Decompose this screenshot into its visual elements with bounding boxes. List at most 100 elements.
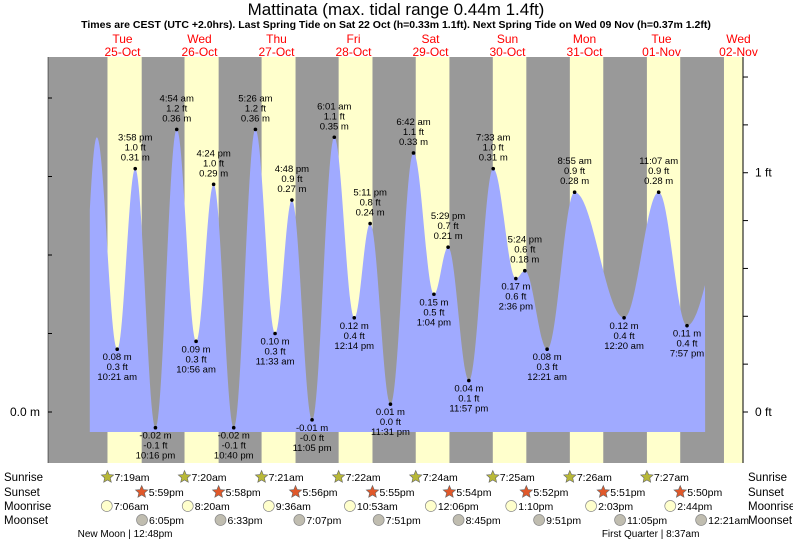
sunset-time: 5:51pm — [610, 487, 645, 499]
low-tide-label: 0.3 ft — [264, 347, 285, 358]
sunrise-star-icon — [100, 469, 115, 483]
extreme-point — [545, 347, 549, 352]
low-tide-label: 12:14 pm — [334, 341, 374, 352]
extreme-point — [211, 182, 216, 187]
low-tide-label: 0.08 m — [103, 352, 132, 363]
high-tide-label: 0.9 ft — [648, 166, 669, 177]
extreme-point — [572, 190, 577, 194]
sunrise-star-icon — [177, 469, 192, 483]
moonrise-time: 1:10pm — [518, 501, 553, 513]
sunrise-star-icon — [254, 469, 269, 483]
moonrise-moon-icon — [505, 500, 518, 512]
tide-area — [89, 129, 706, 432]
day-name-label: Tue — [112, 32, 133, 46]
moonrise-moon-icon — [181, 500, 194, 512]
low-tide-label: 0.3 ft — [537, 362, 558, 373]
right-margin — [743, 57, 793, 463]
day-name-label: Wed — [726, 32, 750, 46]
low-tide-label: 0.4 ft — [614, 331, 635, 342]
moonrise-moon-icon — [424, 500, 437, 512]
moonset-moon-icon — [452, 514, 465, 526]
extreme-point — [153, 425, 158, 430]
moonset-time: 8:45pm — [466, 515, 501, 527]
extreme-point — [622, 316, 626, 320]
high-tide-label: 6:42 am — [396, 117, 430, 128]
high-tide-label: 0.21 m — [434, 231, 463, 242]
high-tide-label: 0.28 m — [560, 176, 589, 187]
day-date-label: 29-Oct — [412, 45, 449, 59]
high-tide-label: 4:24 pm — [196, 148, 230, 159]
moonset-time: 11:05pm — [627, 515, 667, 527]
extreme-point — [253, 127, 258, 132]
moonset-row-label-right: Moonset — [748, 515, 793, 527]
high-tide-label: 0.31 m — [121, 153, 150, 164]
low-tide-label: 0.09 m — [182, 344, 211, 355]
sunrise-star-icon — [331, 469, 346, 483]
high-tide-label: 0.29 m — [199, 168, 228, 179]
low-tide-label: 12:20 am — [604, 341, 644, 352]
high-tide-label: 4:54 am — [160, 93, 194, 104]
moonset-time: 7:07pm — [306, 515, 341, 527]
sunrise-row-label: Sunrise — [4, 472, 43, 484]
low-tide-label: 1:04 pm — [417, 317, 451, 328]
extreme-point — [231, 425, 236, 430]
low-tide-label: 11:57 pm — [449, 404, 488, 415]
extreme-point — [194, 339, 198, 344]
moonrise-moon-icon — [585, 500, 597, 512]
high-tide-label: 0.18 m — [510, 255, 539, 266]
moonset-row-label: Moonset — [4, 515, 49, 527]
extreme-point — [310, 418, 314, 422]
low-tide-label: 0.1 ft — [458, 394, 479, 405]
low-tide-label: 0.3 ft — [107, 362, 128, 373]
day-date-label: 25-Oct — [104, 45, 141, 59]
moonrise-time: 8:20am — [195, 501, 230, 513]
moonset-moon-icon — [695, 514, 707, 526]
moonrise-moon-icon — [100, 500, 113, 512]
low-tide-label: 0.04 m — [454, 384, 483, 395]
extreme-point — [446, 245, 450, 249]
moonrise-time: 2:03pm — [598, 501, 633, 513]
low-tide-label: 0.4 ft — [676, 339, 697, 350]
moonrise-moon-icon — [262, 500, 275, 512]
low-tide-label: 0.17 m — [501, 282, 530, 293]
moonset-time: 9:51pm — [546, 515, 581, 527]
high-tide-label: 0.24 m — [356, 208, 385, 219]
high-tide-label: 5:11 pm — [353, 188, 387, 199]
high-tide-label: 8:55 am — [557, 156, 591, 167]
sunrise-time: 7:25am — [500, 472, 535, 484]
low-tide-label: 10:56 am — [176, 364, 216, 375]
low-tide-label: -0.02 m — [139, 431, 171, 442]
sunrise-star-icon — [408, 469, 423, 483]
extreme-point — [432, 292, 436, 297]
low-tide-label: 0.08 m — [533, 352, 562, 363]
low-tide-label: 2:36 pm — [499, 302, 533, 313]
day-date-label: 28-Oct — [335, 45, 372, 59]
high-tide-label: 1.2 ft — [245, 103, 266, 114]
high-tide-label: 6:01 am — [317, 101, 351, 112]
low-tide-label: 0.0 ft — [380, 417, 401, 428]
sunset-time: 5:55pm — [379, 487, 414, 499]
day-name-label: Thu — [266, 32, 287, 46]
moonset-time: 12:21am — [708, 515, 749, 527]
extreme-point — [133, 166, 138, 171]
moonrise-time: 9:36am — [276, 501, 311, 513]
moonrise-row-label-right: Moonrise — [748, 501, 793, 513]
high-tide-label: 11:07 am — [639, 156, 678, 167]
extreme-point — [467, 378, 471, 383]
high-tide-label: 5:26 am — [238, 93, 272, 104]
sunset-time: 5:54pm — [456, 487, 491, 499]
moonset-time: 6:33pm — [228, 515, 263, 527]
low-tide-label: 0.15 m — [419, 297, 448, 308]
moonrise-time: 7:06am — [114, 501, 149, 513]
extreme-point — [332, 135, 337, 140]
low-tide-label: 0.01 m — [376, 407, 405, 418]
day-name-label: Tue — [651, 32, 672, 46]
day-date-label: 27-Oct — [258, 45, 295, 59]
high-tide-label: 3:58 pm — [118, 133, 152, 144]
extreme-point — [368, 221, 372, 226]
moon-phase-label: First Quarter | 8:37am — [602, 529, 700, 539]
high-tide-label: 0.9 ft — [281, 174, 302, 185]
sunrise-star-icon — [485, 469, 500, 483]
high-tide-label: 0.6 ft — [514, 245, 535, 256]
